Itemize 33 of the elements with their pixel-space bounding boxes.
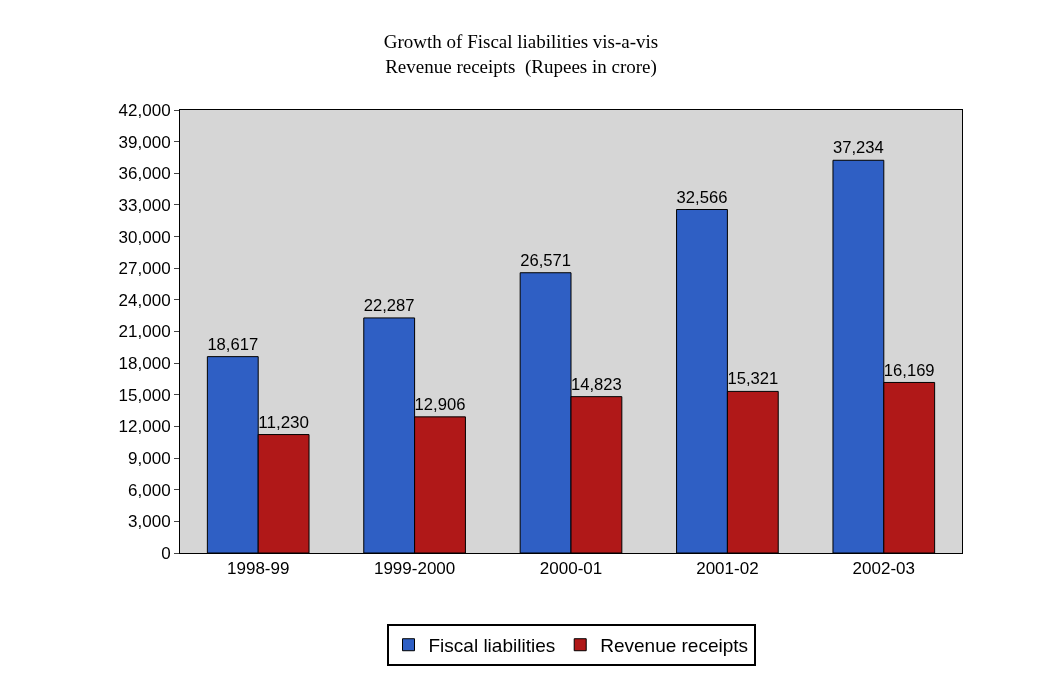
- y-tick-label: 33,000: [118, 195, 171, 215]
- text: 16,169: [883, 360, 935, 380]
- y-tick-label: 18,000: [118, 354, 171, 374]
- text: 18,617: [207, 334, 259, 354]
- x-tick-label: 1998-99: [227, 559, 290, 579]
- y-tick-label: 36,000: [118, 164, 171, 184]
- x-tick-label: 2001-02: [696, 559, 759, 579]
- y-tick-label: 30,000: [118, 227, 171, 247]
- text: 37,234: [832, 138, 884, 158]
- text: 22,287: [363, 296, 415, 316]
- x-tick-label: 2002-03: [852, 559, 915, 579]
- text: 12,906: [414, 394, 466, 414]
- legend-label: Fiscal liabilities: [428, 635, 556, 657]
- y-tick-label: 27,000: [118, 259, 171, 279]
- y-tick-label: 15,000: [118, 385, 171, 405]
- x-tick-label: 2000-01: [539, 559, 603, 579]
- y-tick-label: 24,000: [118, 290, 171, 310]
- text: 11,230: [258, 412, 309, 432]
- text: 32,566: [676, 187, 728, 207]
- text: 26,571: [520, 250, 571, 270]
- y-tick-label: 12,000: [118, 417, 171, 437]
- y-tick-label: 42,000: [118, 100, 171, 120]
- legend-label: Revenue receipts: [600, 635, 749, 657]
- y-tick-label: 0: [161, 543, 171, 563]
- y-tick-label: 6,000: [128, 480, 171, 500]
- y-tick-label: 39,000: [118, 132, 171, 152]
- y-tick-label: 9,000: [128, 449, 171, 469]
- text: 15,321: [727, 369, 779, 389]
- chart-title: Growth of Fiscal liabilities vis-a-vis Revenue receipts (Rupees in crore): [383, 30, 659, 78]
- text: 14,823: [571, 374, 622, 394]
- x-tick-label: 1999-2000: [373, 559, 456, 579]
- y-tick-label: 21,000: [118, 322, 171, 342]
- y-tick-label: 3,000: [128, 512, 171, 532]
